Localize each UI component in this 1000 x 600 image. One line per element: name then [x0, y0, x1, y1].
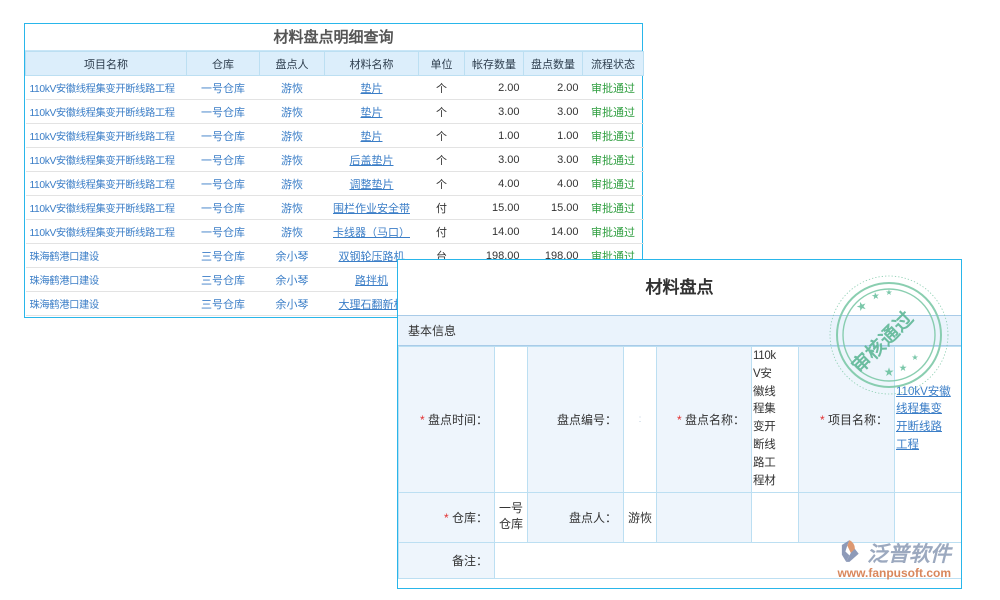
svg-text:★: ★ — [884, 365, 895, 379]
svg-text:★: ★ — [871, 290, 881, 302]
svg-text:★: ★ — [885, 288, 892, 297]
svg-text:★: ★ — [899, 363, 908, 374]
svg-text:★: ★ — [911, 353, 918, 362]
svg-text:★: ★ — [854, 298, 869, 315]
